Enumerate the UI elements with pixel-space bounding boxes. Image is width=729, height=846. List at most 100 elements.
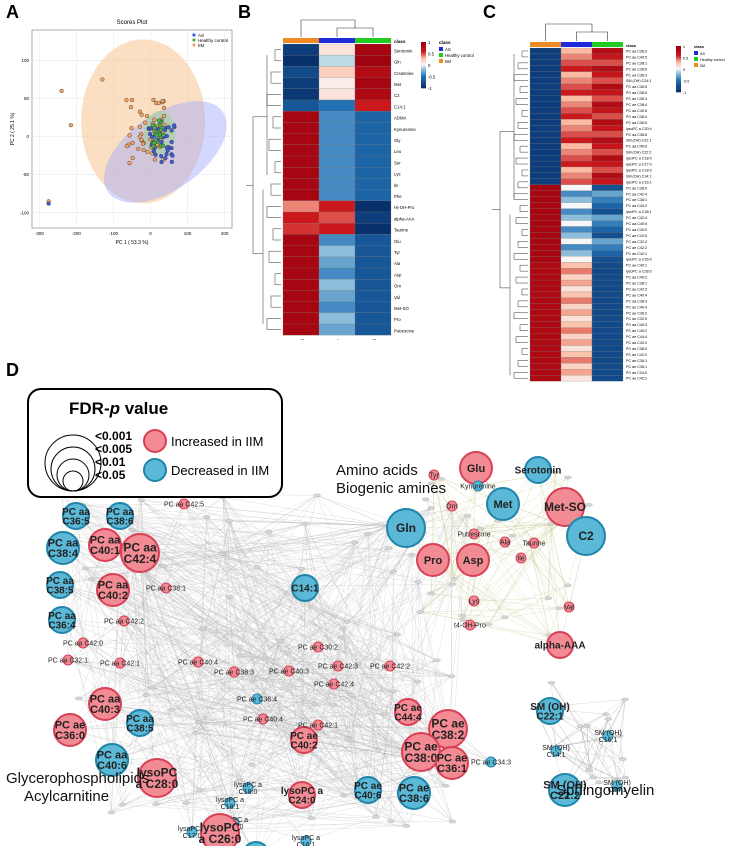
pca-ytick: -100 [20,210,30,215]
heat-cell [591,77,624,84]
pca-point-iim [151,97,156,103]
pca-point-hc [152,125,157,131]
pca-xtick: -300 [35,231,45,236]
heat-cell [318,178,356,190]
heat-cell [560,113,593,120]
colorbar-segment [421,53,426,55]
network-edge [301,525,388,569]
glycero-node-label: PC ae C30:2 [298,644,338,651]
heat-cell [560,143,593,150]
amino-node-label: Tyr [429,472,439,479]
pca-point-as [159,159,164,165]
network-edge [111,495,318,813]
decreased-label: Decreased in IIM [171,463,269,478]
network-minor-node [602,712,610,716]
glycero-node-circle [77,637,89,649]
glycero-node-circle [114,657,126,669]
amino-node-label: Met-SO [544,500,586,514]
heat-cell [529,345,562,352]
network-edge [316,495,356,543]
network-minor-node [337,635,346,640]
network-edge [292,542,356,736]
network-minor-node [408,552,416,557]
heat-cell [354,133,392,145]
heat-cell [560,178,593,185]
row-label-asp: Asp [394,272,402,277]
fdr-circle-0005 [50,446,96,492]
network-edge [183,503,409,713]
heat-cell [560,262,593,269]
colorbar-tick: 1 [683,45,685,49]
network-edge [304,524,429,770]
heat-cell [591,285,624,293]
heat-cell [318,88,356,101]
heat-cell [529,321,562,328]
heat-cell [560,89,593,96]
glycero-node-circle [290,726,318,754]
sphingo-node-label: SM (OH) [594,730,622,737]
colorbar-segment [676,47,681,49]
network-minor-node [389,689,397,693]
heat-cell [282,323,320,336]
network-edge [432,506,566,561]
row-label-lys: Lys [394,172,401,177]
sphingo-node-label: C14:1 [547,752,566,759]
network-minor-node [81,566,89,570]
network-edge [98,670,290,705]
cluster-title-glycero-line2: Acylcarnitine [24,788,110,805]
heat-cell [560,101,593,108]
network-edge [139,552,453,764]
heat-cell [560,184,593,191]
network-minor-node [463,513,472,518]
heat-cell [560,202,593,209]
heat-cell [529,238,562,245]
amino-node-label: Orn [446,503,458,510]
glycero-node-label: PC ae C40:4 [243,716,283,723]
network-minor-node [264,529,273,534]
amino-node-label: Lys [469,598,480,605]
heat-cell [529,166,562,174]
network-edge [537,469,561,646]
heat-cell [318,256,356,269]
heat-cell [529,107,562,114]
row-label-pc-aa-c32-2: PC aa C32:2 [626,240,647,244]
pca-point-iim [124,98,129,103]
network-edge [229,596,303,796]
heat-cell [282,312,320,325]
network-edge [607,735,618,780]
panel-letter-c: C [483,2,496,22]
heat-cell [282,144,320,157]
heat-cell [354,178,392,190]
glycero-node-label: PC ae C40:3 [269,668,309,675]
network-edge [608,699,626,720]
amino-node-serotonin: Serotonin [515,456,561,484]
increased-label: Increased in IIM [171,434,264,449]
heat-cell [529,279,562,287]
class-legend-label-as: AS [445,47,451,52]
colorbar-segment [421,63,426,66]
glycero-node-label: PC aa [90,694,121,706]
heat-cell [591,202,624,209]
heat-cell [591,303,624,310]
heat-cell [560,309,593,316]
glycero-node-label: lysoPC [137,766,178,780]
colorbar-segment [421,58,426,60]
heat-cell [354,111,392,123]
row-label-taurine: Taurine [394,228,409,233]
row-label-pc-ae-c42-1: PC ae C42:1 [626,377,647,381]
network-minor-node [385,546,393,550]
network-edge [221,553,379,750]
glycero-node-label: C36:5 [62,516,90,527]
network-edge [529,471,556,543]
glycero-node-circle [160,582,172,594]
colorbar-segment [676,65,681,67]
pca-point-as [153,152,158,157]
network-minor-node [447,674,456,679]
network-edge [82,503,185,506]
glycero-node-pc-ae-c42-1: PC ae C42:1 [298,719,338,731]
heat-cell [591,250,624,257]
colorbar-segment [676,79,681,81]
